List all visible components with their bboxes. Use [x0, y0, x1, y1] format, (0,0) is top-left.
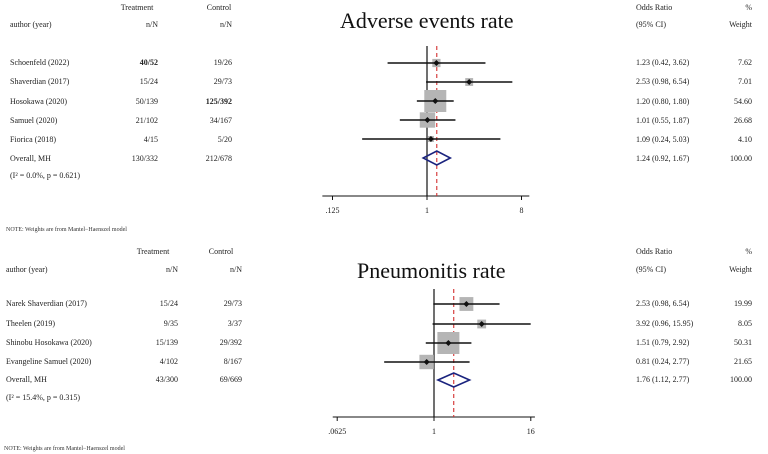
study-name: Fiorica (2018) [10, 135, 56, 144]
control-count: 125/392 [205, 97, 232, 106]
study-name: Theelen (2019) [6, 319, 56, 328]
odds-ratio-ci: 1.51 (0.79, 2.92) [636, 338, 690, 347]
point-estimate-marker [432, 98, 439, 104]
control-count: 19/26 [213, 58, 232, 67]
odds-ratio-ci: 1.01 (0.55, 1.87) [636, 116, 690, 125]
overall-control-count: 69/669 [219, 375, 242, 384]
weight-value: 7.62 [738, 58, 752, 67]
study-column-header: author (year) [10, 20, 52, 29]
ci-subheader: (95% CI) [636, 265, 666, 274]
treatment-count: 21/102 [135, 116, 158, 125]
treatment-count: 4/15 [143, 135, 158, 144]
adverse-events-forest-plot: .125 1 8 [322, 46, 530, 215]
overall-odds-ratio-ci: 1.76 (1.12, 2.77) [636, 375, 690, 384]
point-estimate-marker [463, 301, 470, 307]
control-count: 34/167 [209, 116, 232, 125]
treatment-count: 15/139 [155, 338, 178, 347]
overall-label: Overall, MH [6, 375, 47, 384]
study-column-header: author (year) [6, 265, 48, 274]
odds-ratio-ci: 0.81 (0.24, 2.77) [636, 357, 690, 366]
overall-label: Overall, MH [10, 154, 51, 163]
weight-percent-header: % [745, 247, 752, 256]
odds-ratio-ci: 1.23 (0.42, 3.62) [636, 58, 690, 67]
adverse-events-title: Adverse events rate [340, 8, 514, 33]
control-count: 8/167 [223, 357, 242, 366]
weight-value: 21.65 [734, 357, 752, 366]
control-subheader: n/N [220, 20, 232, 29]
control-subheader: n/N [230, 265, 242, 274]
pneumonitis-title: Pneumonitis rate [357, 258, 506, 283]
pneumonitis-forest-plot: .0625 1 16 [328, 289, 535, 436]
weight-percent-header: % [745, 3, 752, 12]
control-count: 5/20 [217, 135, 232, 144]
odds-ratio-ci: 2.53 (0.98, 6.54) [636, 299, 690, 308]
overall-diamond [435, 372, 472, 388]
treatment-subheader: n/N [146, 20, 158, 29]
weight-value: 54.60 [734, 97, 752, 106]
weights-note: NOTE: Weights are from Mantel−Haenszel m… [4, 446, 125, 452]
weight-subheader: Weight [729, 265, 752, 274]
control-header: Control [208, 247, 234, 256]
treatment-count: 15/24 [159, 299, 178, 308]
treatment-count: 9/35 [163, 319, 178, 328]
odds-ratio-header: Odds Ratio [636, 3, 673, 12]
overall-odds-ratio-ci: 1.24 (0.92, 1.67) [636, 154, 690, 163]
x-axis-tick-label: 1 [425, 206, 429, 215]
point-estimate-marker [433, 60, 440, 66]
treatment-count: 50/139 [135, 97, 158, 106]
study-name: Schoenfeld (2022) [10, 58, 70, 67]
heterogeneity-stat: (I² = 15.4%, p = 0.315) [6, 393, 81, 402]
weight-value: 26.68 [734, 116, 752, 125]
point-estimate-marker [423, 359, 430, 365]
study-name: Evangeline Samuel (2020) [6, 357, 92, 366]
treatment-header: Treatment [136, 247, 170, 256]
odds-ratio-header: Odds Ratio [636, 247, 673, 256]
treatment-count: 4/102 [159, 357, 178, 366]
odds-ratio-ci: 1.20 (0.80, 1.80) [636, 97, 690, 106]
study-name: Hosokawa (2020) [10, 97, 68, 106]
treatment-count: 40/52 [139, 58, 158, 67]
overall-weight: 100.00 [730, 375, 752, 384]
study-name: Shinobu Hosokawa (2020) [6, 338, 92, 347]
point-estimate-marker [466, 79, 473, 85]
treatment-header: Treatment [120, 3, 154, 12]
odds-ratio-ci: 3.92 (0.96, 15.95) [636, 319, 694, 328]
control-count: 3/37 [227, 319, 242, 328]
odds-ratio-ci: 1.09 (0.24, 5.03) [636, 135, 690, 144]
ci-subheader: (95% CI) [636, 20, 666, 29]
treatment-count: 15/24 [139, 77, 158, 86]
point-estimate-marker [427, 136, 434, 142]
heterogeneity-stat: (I² = 0.0%, p = 0.621) [10, 171, 81, 180]
control-count: 29/392 [219, 338, 242, 347]
control-header: Control [206, 3, 232, 12]
weight-value: 19.99 [734, 299, 752, 308]
x-axis-tick-label: .125 [326, 206, 340, 215]
x-axis-tick-label: .0625 [328, 427, 346, 436]
study-name: Shaverdian (2017) [10, 77, 70, 86]
overall-treatment-count: 130/332 [131, 154, 158, 163]
x-axis-tick-label: 1 [432, 427, 436, 436]
study-name: Samuel (2020) [10, 116, 58, 125]
weight-value: 8.05 [738, 319, 752, 328]
x-axis-tick-label: 8 [520, 206, 524, 215]
overall-control-count: 212/678 [205, 154, 232, 163]
point-estimate-marker [445, 340, 452, 346]
overall-weight: 100.00 [730, 154, 752, 163]
overall-treatment-count: 43/300 [155, 375, 178, 384]
odds-ratio-ci: 2.53 (0.98, 6.54) [636, 77, 690, 86]
study-name: Narek Shaverdian (2017) [6, 299, 87, 308]
weight-value: 7.01 [738, 77, 752, 86]
overall-diamond [421, 150, 453, 166]
control-count: 29/73 [213, 77, 232, 86]
control-count: 29/73 [223, 299, 242, 308]
weight-value: 4.10 [738, 135, 752, 144]
weight-value: 50.31 [734, 338, 752, 347]
weights-note: NOTE: Weights are from Mantel−Haenszel m… [6, 227, 127, 233]
point-estimate-marker [424, 117, 431, 123]
point-estimate-marker [478, 321, 485, 327]
x-axis-tick-label: 16 [527, 427, 535, 436]
weight-subheader: Weight [729, 20, 752, 29]
treatment-subheader: n/N [166, 265, 178, 274]
